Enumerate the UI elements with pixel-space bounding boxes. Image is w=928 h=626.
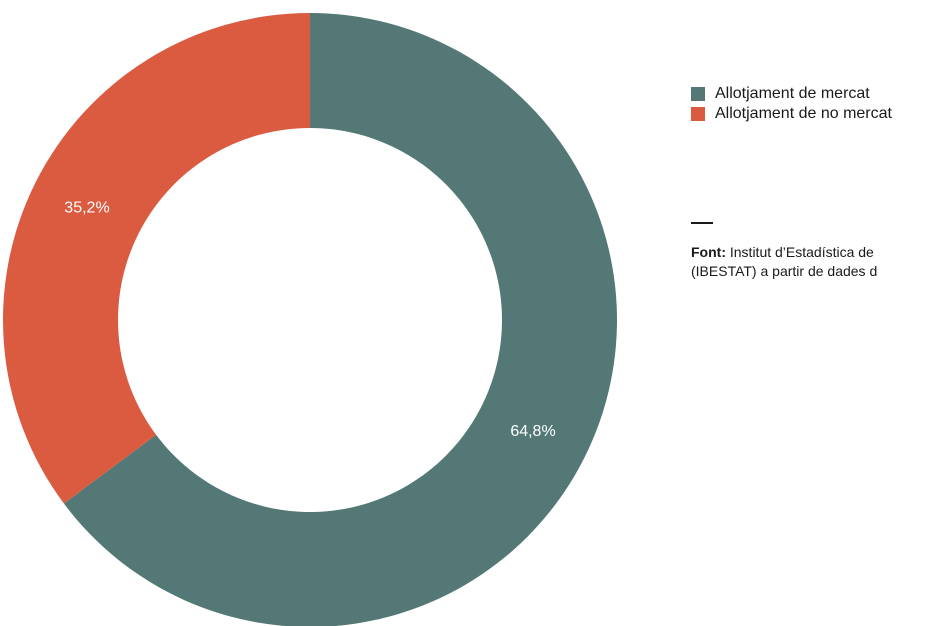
source-label: Font:	[691, 244, 726, 260]
legend-item-market: Allotjament de mercat	[691, 84, 892, 104]
source-line-1: Institut d’Estadística de	[725, 244, 874, 260]
slice-label-non-market: 35,2%	[64, 199, 109, 216]
legend-label-non-market: Allotjament de no mercat	[715, 105, 892, 122]
slice-non-market	[3, 13, 311, 504]
legend-swatch-market	[691, 87, 705, 101]
source-line-2: (IBESTAT) a partir de dades d	[691, 263, 878, 279]
legend-swatch-non-market	[691, 107, 705, 121]
source-divider	[691, 222, 713, 224]
source-text: Font: Institut d’Estadística de (IBESTAT…	[691, 243, 928, 281]
slice-label-market: 64,8%	[510, 423, 555, 440]
slice-market	[63, 13, 617, 626]
legend: Allotjament de mercat Allotjament de no …	[691, 84, 892, 124]
source-note: Font: Institut d’Estadística de (IBESTAT…	[691, 222, 928, 281]
legend-item-non-market: Allotjament de no mercat	[691, 104, 892, 124]
legend-label-market: Allotjament de mercat	[715, 85, 870, 102]
